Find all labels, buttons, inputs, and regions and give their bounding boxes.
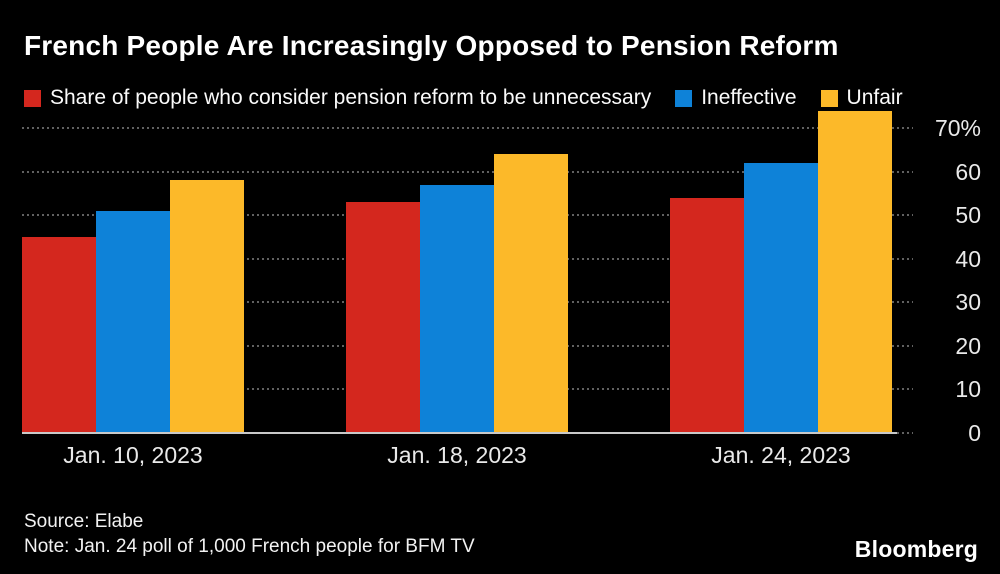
red-swatch-icon [24,89,41,107]
y-axis-tick-label: 20 [955,332,981,359]
y-axis-tick-label: 10 [955,376,981,403]
legend-item: Share of people who consider pension ref… [24,86,651,110]
bar-unnecessary-group1 [22,237,96,433]
bar-unfair-group1 [170,180,244,433]
source-line: Source: Elabe [24,511,144,532]
x-axis-baseline [22,432,897,434]
y-axis-tick-label: 60 [955,158,981,185]
x-axis-tick-label: Jan. 10, 2023 [63,442,203,468]
legend-label: Ineffective [701,86,797,109]
x-axis-tick-label: Jan. 18, 2023 [387,442,527,468]
bar-unnecessary-group2 [346,202,420,433]
legend-label: Unfair [846,86,903,109]
note-line: Note: Jan. 24 poll of 1,000 French peopl… [24,536,475,557]
bar-unfair-group2 [494,154,568,433]
bar-unnecessary-group3 [670,197,744,433]
y-axis-tick-label: 40 [955,245,981,272]
legend-label: Share of people who consider pension ref… [50,86,652,109]
bloomberg-logo: Bloomberg [854,536,978,562]
blue-swatch-icon [675,89,693,107]
y-axis-tick-label: 70% [934,115,981,142]
chart-title: French People Are Increasingly Opposed t… [24,30,839,61]
y-axis-tick-label: 30 [955,289,981,316]
bar-unfair-group3 [818,110,892,433]
gridline-60 [22,170,913,173]
x-axis-tick-label: Jan. 24, 2023 [711,442,851,468]
gridline-70 [22,127,913,130]
yellow-swatch-icon [820,89,838,107]
bar-ineffective-group1 [96,210,170,433]
y-axis-tick-label: 50 [955,202,981,229]
bar-ineffective-group2 [420,184,494,433]
legend-item: Unfair [820,86,903,110]
bar-ineffective-group3 [744,162,818,433]
chart-legend: Share of people who consider pension ref… [24,86,903,110]
y-axis-tick-label: 0 [968,420,981,446]
legend-item: Ineffective [675,86,797,110]
